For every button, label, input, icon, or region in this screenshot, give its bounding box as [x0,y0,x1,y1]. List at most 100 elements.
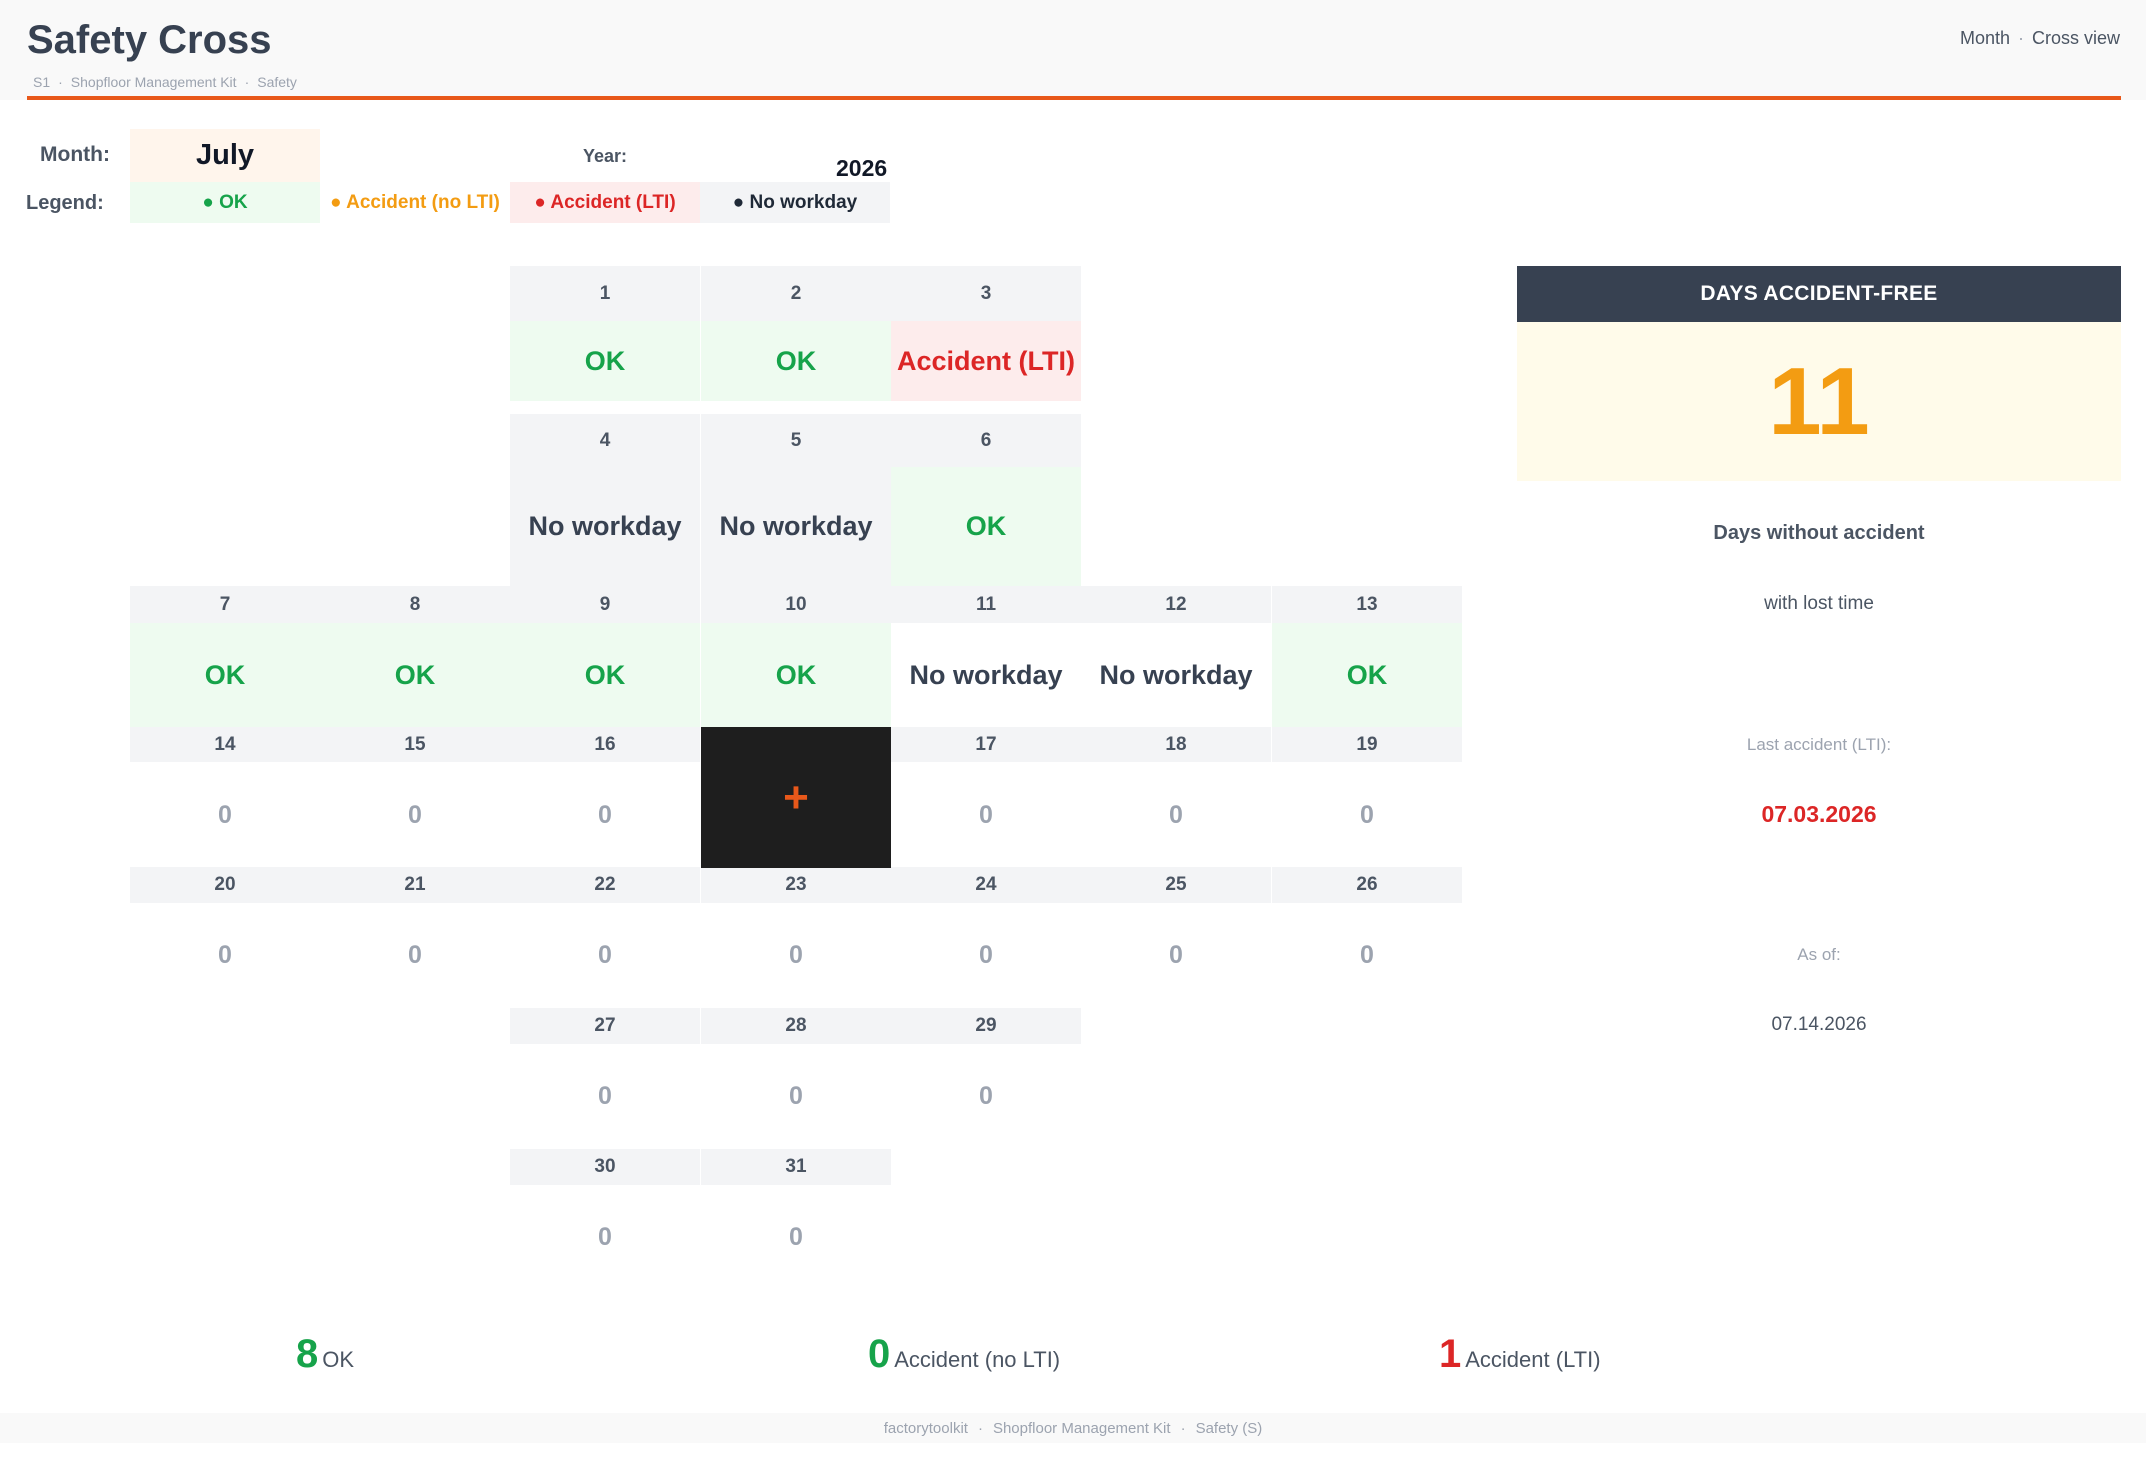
total-ok-count: 8 [296,1332,319,1376]
day-14-status[interactable]: 0 [130,762,320,868]
day-31-header: 31 [701,1149,891,1185]
day-15-header: 15 [320,727,510,762]
header-divider [27,96,2121,100]
day-8-header: 8 [320,586,510,623]
day-5-header: 5 [701,414,891,467]
plus-icon[interactable]: + [701,727,891,868]
day-28-status[interactable]: 0 [701,1044,891,1148]
legend-accident-lti: ● Accident (LTI) [510,182,700,223]
day-21-status[interactable]: 0 [320,903,510,1008]
day-2-status[interactable]: OK [701,321,891,401]
month-select[interactable]: July [130,129,320,182]
day-26-header: 26 [1272,867,1462,903]
day-9-status[interactable]: OK [510,623,700,727]
day-3-status[interactable]: Accident (LTI) [891,321,1081,401]
footer-section: Safety (S) [1195,1419,1263,1437]
day-10-header: 10 [701,586,891,623]
day-25-header: 25 [1081,867,1271,903]
day-5-status[interactable]: No workday [701,467,891,586]
day-18-header: 18 [1081,727,1271,762]
day-29-header: 29 [891,1008,1081,1044]
legend-accident-no-lti: ● Accident (no LTI) [320,182,510,223]
total-accident-lti: 1 Accident (LTI) [1439,1332,1601,1377]
day-30-status[interactable]: 0 [510,1185,700,1289]
panel-subtitle-2: with lost time [1764,593,1874,614]
day-19-status[interactable]: 0 [1272,762,1462,868]
day-6-header: 6 [891,414,1081,467]
day-19-header: 19 [1272,727,1462,762]
days-accident-free-header: DAYS ACCIDENT-FREE [1517,266,2121,322]
total-no-lti-count: 0 [868,1332,891,1376]
day-31-status[interactable]: 0 [701,1185,891,1289]
breadcrumb-item-safety[interactable]: Safety [257,74,297,90]
day-14-header: 14 [130,727,320,762]
day-7-status[interactable]: OK [130,623,320,727]
day-23-status[interactable]: 0 [701,903,891,1008]
day-13-header: 13 [1272,586,1462,623]
breadcrumb-item-s1[interactable]: S1 [33,74,51,90]
page-header [0,0,2146,100]
total-ok-label: OK [322,1347,355,1372]
view-nav: Month · Cross view [1959,28,2120,48]
day-17-status[interactable]: 0 [891,762,1081,868]
day-6-status[interactable]: OK [891,467,1081,586]
day-20-header: 20 [130,867,320,903]
page-footer: factorytoolkit · Shopfloor Management Kit ·… [0,1413,2146,1443]
day-29-status[interactable]: 0 [891,1044,1081,1148]
total-lti-count: 1 [1439,1332,1462,1376]
view-link-month[interactable]: Month [1959,28,2010,48]
day-27-status[interactable]: 0 [510,1044,700,1148]
day-20-status[interactable]: 0 [130,903,320,1008]
day-21-header: 21 [320,867,510,903]
day-3-header: 3 [891,266,1081,321]
days-accident-free-value: 11 [1517,322,2121,481]
day-12-status[interactable]: No workday [1081,623,1271,727]
day-25-status[interactable]: 0 [1081,903,1271,1008]
day-12-header: 12 [1081,586,1271,623]
legend-label: Legend: [26,192,104,214]
day-16-status[interactable]: 0 [510,762,700,868]
day-26-status[interactable]: 0 [1272,903,1462,1008]
day-11-header: 11 [891,586,1081,623]
legend-no-workday: ● No workday [700,182,890,223]
day-23-header: 23 [701,867,891,903]
last-accident-label: Last accident (LTI): [1746,735,1892,754]
year-input[interactable]: 2026 [836,155,888,181]
day-15-status[interactable]: 0 [320,762,510,868]
day-10-status[interactable]: OK [701,623,891,727]
day-8-status[interactable]: OK [320,623,510,727]
day-9-header: 9 [510,586,700,623]
view-link-cross[interactable]: Cross view [2031,28,2120,48]
day-7-header: 7 [130,586,320,623]
day-22-header: 22 [510,867,700,903]
day-16-header: 16 [510,727,700,762]
day-27-header: 27 [510,1008,700,1044]
day-18-status[interactable]: 0 [1081,762,1271,868]
day-24-header: 24 [891,867,1081,903]
day-2-header: 2 [701,266,891,321]
day-11-status[interactable]: No workday [891,623,1081,727]
day-1-header: 1 [510,266,700,321]
as-of-date: 07.14.2026 [1771,1014,1867,1035]
day-24-status[interactable]: 0 [891,903,1081,1008]
month-label: Month: [40,143,110,166]
day-4-header: 4 [510,414,700,467]
total-accident-no-lti: 0 Accident (no LTI) [868,1332,1060,1377]
day-30-header: 30 [510,1149,700,1185]
total-lti-label: Accident (LTI) [1465,1347,1601,1372]
total-no-lti-label: Accident (no LTI) [894,1347,1061,1372]
breadcrumb-item-kit[interactable]: Shopfloor Management Kit [70,74,237,90]
day-17-header: 17 [891,727,1081,762]
year-label: Year: [583,146,628,166]
footer-kit: Shopfloor Management Kit [992,1419,1171,1437]
day-13-status[interactable]: OK [1272,623,1462,727]
day-4-status[interactable]: No workday [510,467,700,586]
day-28-header: 28 [701,1008,891,1044]
total-ok: 8 OK [296,1332,354,1377]
day-1-status[interactable]: OK [510,321,700,401]
day-22-status[interactable]: 0 [510,903,700,1008]
legend-ok: ● OK [130,182,320,223]
panel-subtitle: Days without accident [1713,522,1925,544]
page-title: Safety Cross [27,18,272,62]
as-of-label: As of: [1797,945,1841,964]
